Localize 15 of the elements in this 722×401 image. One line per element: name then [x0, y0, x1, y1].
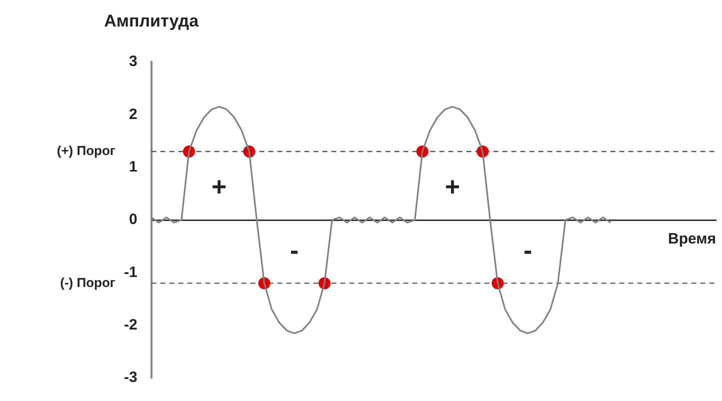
y-tick-label: 3: [128, 53, 138, 70]
chart-title: Амплитуда: [104, 12, 200, 31]
annotation: +: [212, 171, 227, 202]
ref-line-label: (+) Порог: [56, 143, 116, 158]
y-tick-label: 2: [128, 106, 138, 123]
annotation: -: [523, 234, 532, 265]
y-tick-label: 0: [128, 211, 138, 228]
annotation: +: [444, 171, 460, 202]
ref-line-label: (-) Порог: [60, 274, 116, 290]
y-tick-label: 1: [128, 158, 138, 176]
y-tick-label: -3: [124, 369, 138, 386]
x-axis-title: Время: [668, 230, 716, 248]
annotation: -: [290, 234, 299, 265]
y-tick-label: -2: [124, 316, 138, 334]
y-tick-label: -1: [124, 264, 138, 281]
